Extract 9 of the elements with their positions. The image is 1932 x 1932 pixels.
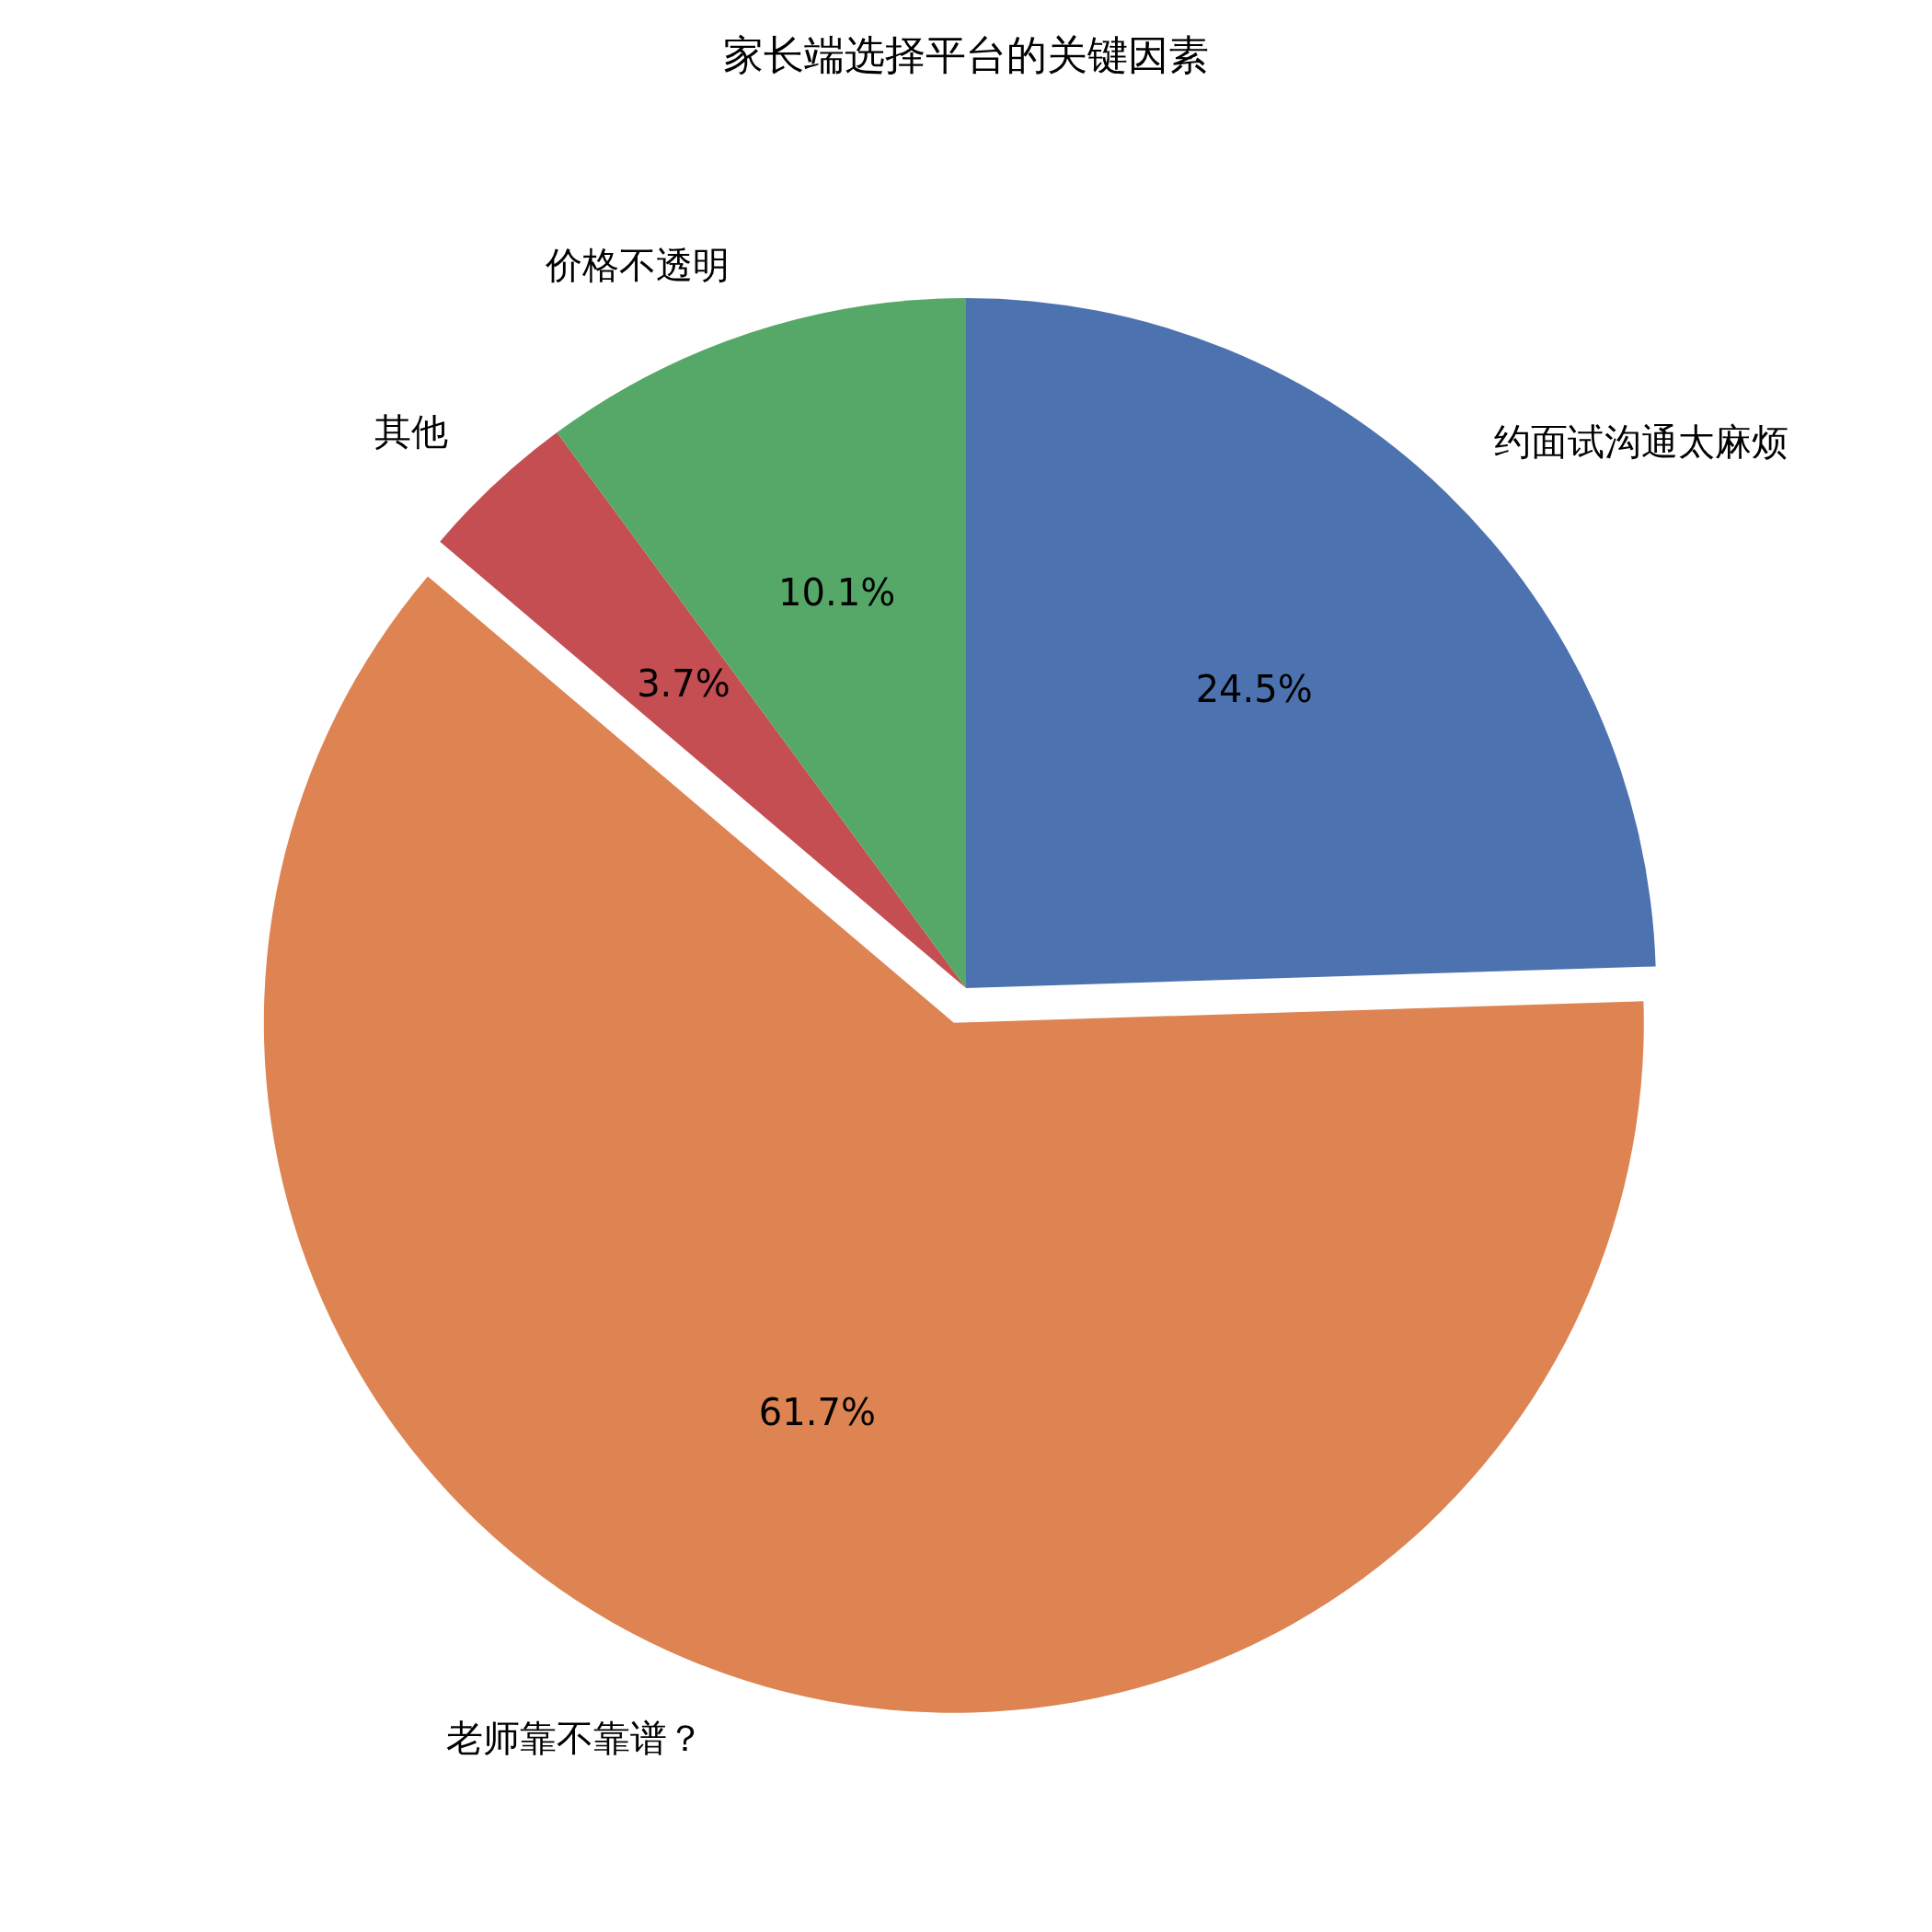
- data-label: 61.7%: [758, 1390, 876, 1433]
- data-label: 24.5%: [1195, 667, 1313, 710]
- slice-label: 老师靠不靠谱？: [445, 1716, 704, 1759]
- slice-label: 其他: [374, 409, 449, 453]
- data-label: 10.1%: [778, 571, 896, 615]
- slice-label: 约面试沟通太麻烦: [1494, 420, 1789, 463]
- chart-title: 家长端选择平台的关键因素: [723, 31, 1209, 78]
- data-label: 3.7%: [637, 662, 730, 705]
- slice-label: 价格不透明: [544, 244, 730, 287]
